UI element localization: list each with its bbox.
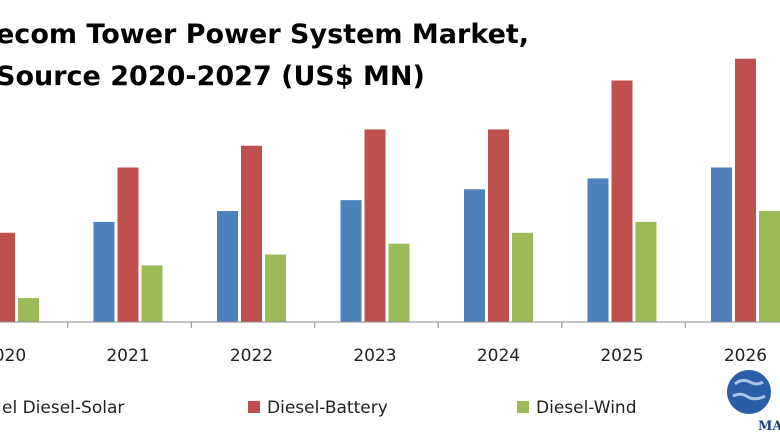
bar-2024-series-0 xyxy=(464,189,485,322)
x-labels-group: 2020 2021 2022 2023 2024 2025 2026 xyxy=(0,346,767,366)
x-tick-label-2025: 2025 xyxy=(600,346,643,366)
bar-2026-series-0 xyxy=(711,167,732,322)
legend-swatch-1 xyxy=(248,401,260,413)
x-tick-label-2023: 2023 xyxy=(353,346,396,366)
legend-label-0: el Diesel-Solar xyxy=(2,398,124,418)
bar-2021-series-0 xyxy=(93,221,115,322)
bar-2023-series-0 xyxy=(340,200,362,322)
x-tick-label-2020: 2020 xyxy=(0,346,26,366)
bar-2025-series-0 xyxy=(587,178,609,322)
legend-swatch-2 xyxy=(517,401,529,413)
bar-2022-series-0 xyxy=(217,211,238,322)
bar-2023-series-1 xyxy=(364,129,386,322)
bar-2025-series-1 xyxy=(611,80,633,323)
globe-icon xyxy=(727,370,771,414)
watermark-text: MA xyxy=(758,419,780,434)
bars-group xyxy=(0,58,780,323)
x-tick-label-2026: 2026 xyxy=(724,346,767,366)
legend-label-1: Diesel-Battery xyxy=(267,398,388,418)
bar-2020-series-1 xyxy=(0,232,15,322)
chart-title-line-2: Source 2020-2027 (US$ MN) xyxy=(0,61,425,92)
bar-2020-series-2 xyxy=(18,298,39,322)
bar-2022-series-2 xyxy=(265,254,286,322)
bar-2022-series-1 xyxy=(241,145,262,322)
watermark-logo: MA xyxy=(727,370,780,434)
x-tick-label-2022: 2022 xyxy=(230,346,273,366)
legend: el Diesel-Solar Diesel-Battery Diesel-Wind xyxy=(2,398,636,418)
legend-label-2: Diesel-Wind xyxy=(536,398,636,418)
bar-2026-series-1 xyxy=(735,58,756,322)
x-tick-label-2024: 2024 xyxy=(477,346,520,366)
bar-2024-series-1 xyxy=(488,129,509,322)
bar-2021-series-1 xyxy=(117,167,139,322)
bar-2025-series-2 xyxy=(635,221,657,322)
x-ticks-group xyxy=(67,322,686,328)
x-tick-label-2021: 2021 xyxy=(106,346,149,366)
bar-2026-series-2 xyxy=(759,211,780,322)
bar-2021-series-2 xyxy=(141,265,163,322)
bar-2024-series-2 xyxy=(512,232,533,322)
bar-2023-series-2 xyxy=(388,243,410,322)
chart-title-line-1: ecom Tower Power System Market, xyxy=(0,19,529,50)
